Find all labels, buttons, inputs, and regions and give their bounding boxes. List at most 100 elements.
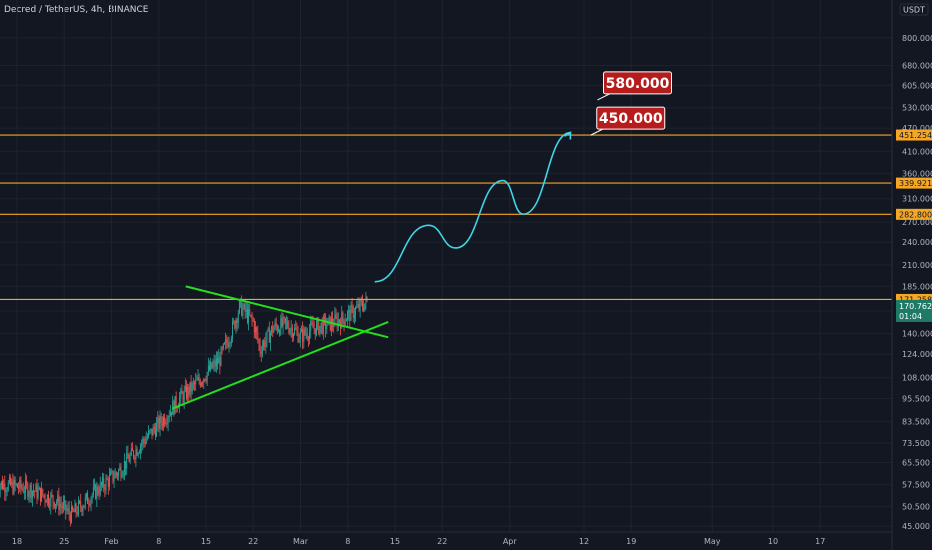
projection-path[interactable] bbox=[374, 131, 572, 283]
time-tick-label: 10 bbox=[768, 537, 778, 546]
candle-body bbox=[289, 329, 291, 333]
candle-body bbox=[321, 322, 323, 334]
candle-body bbox=[186, 385, 187, 399]
horizontal-levels[interactable] bbox=[0, 134, 892, 300]
candle-body bbox=[275, 322, 277, 327]
level-price-tag[interactable] bbox=[896, 208, 932, 220]
candle-body bbox=[310, 322, 312, 331]
candle-body bbox=[283, 317, 285, 319]
candle-body bbox=[143, 438, 145, 442]
candle-body bbox=[160, 416, 162, 423]
candle-body bbox=[265, 340, 267, 348]
price-callouts[interactable]: 450.000 580.000 bbox=[590, 71, 672, 136]
candle-body bbox=[298, 339, 300, 343]
price-tick-label: 95.500 bbox=[902, 395, 930, 404]
time-tick-label: 22 bbox=[248, 537, 258, 546]
candle-body bbox=[268, 328, 270, 343]
candle-body bbox=[97, 486, 99, 494]
candle-body bbox=[221, 348, 223, 350]
candle-body bbox=[194, 382, 195, 385]
candle-body bbox=[188, 386, 190, 395]
candle-body bbox=[31, 491, 33, 499]
time-tick-label: 25 bbox=[59, 537, 69, 546]
countdown-label: 01:04 bbox=[899, 312, 922, 321]
candle-body bbox=[133, 451, 135, 458]
candle-body bbox=[360, 299, 362, 302]
trendline-upper[interactable] bbox=[185, 285, 389, 339]
level-price-tag[interactable] bbox=[896, 129, 932, 141]
callout-box[interactable] bbox=[603, 71, 672, 95]
candle-body bbox=[38, 487, 40, 491]
candle-body bbox=[87, 493, 89, 504]
candle-body bbox=[136, 449, 138, 456]
candle-body bbox=[207, 365, 209, 373]
candle-body bbox=[224, 343, 225, 344]
candle-body bbox=[336, 317, 338, 328]
candle-body bbox=[206, 372, 208, 381]
callout-label[interactable]: 580.000 bbox=[606, 76, 670, 92]
level-price-tag[interactable] bbox=[896, 177, 932, 189]
level-price-tag[interactable] bbox=[896, 293, 932, 305]
candle-body bbox=[27, 484, 29, 497]
candle-body bbox=[353, 315, 355, 318]
candle-body bbox=[125, 461, 126, 469]
candle-body bbox=[210, 362, 212, 371]
candle-body bbox=[46, 494, 48, 503]
candle-body bbox=[236, 319, 238, 324]
candle-body bbox=[152, 426, 154, 436]
candle-body bbox=[363, 307, 365, 311]
time-axis[interactable]: 18 25 Feb 8 15 22 Mar 8 15 22 Apr 12 19 May 10 17 bbox=[0, 531, 892, 546]
candle-body bbox=[362, 301, 363, 308]
candle-body bbox=[123, 461, 125, 473]
candle-body bbox=[191, 382, 193, 392]
price-tick-label: 210.000 bbox=[902, 261, 932, 270]
last-price-tag[interactable] bbox=[896, 299, 932, 322]
candle-body bbox=[259, 343, 261, 353]
candle-body bbox=[8, 477, 10, 483]
candle-body bbox=[270, 332, 271, 343]
candle-body bbox=[187, 386, 189, 399]
candle-body bbox=[229, 343, 231, 344]
candle-body bbox=[313, 328, 315, 329]
price-tick-label: 50.500 bbox=[902, 503, 930, 512]
candle-body bbox=[209, 365, 210, 371]
last-price-label: 170.762 bbox=[899, 302, 932, 311]
candle-body bbox=[305, 333, 307, 335]
candle-body bbox=[128, 458, 130, 462]
price-tick-label: 108.000 bbox=[902, 374, 932, 383]
price-axis[interactable]: 800.000 680.000 605.000 530.000 470.000 410.0… bbox=[891, 0, 932, 550]
candles bbox=[0, 291, 368, 527]
candle-body bbox=[184, 385, 186, 391]
currency-badge[interactable] bbox=[899, 3, 929, 16]
candle-body bbox=[58, 495, 60, 510]
candle-body bbox=[11, 481, 13, 485]
callout-box[interactable] bbox=[596, 106, 666, 130]
time-tick-label: 8 bbox=[345, 537, 350, 546]
candle-body bbox=[350, 305, 352, 321]
candle-body bbox=[345, 319, 347, 322]
candle-body bbox=[293, 334, 294, 338]
candle-body bbox=[349, 309, 351, 321]
candle-body bbox=[212, 364, 214, 369]
candle-body bbox=[130, 448, 132, 455]
candle-body bbox=[255, 327, 256, 333]
candle-body bbox=[256, 327, 258, 333]
candle-body bbox=[127, 453, 129, 459]
candle-body bbox=[120, 467, 122, 478]
triangle-trendlines[interactable] bbox=[171, 285, 389, 410]
callout-label[interactable]: 450.000 bbox=[599, 111, 663, 127]
candle-body bbox=[17, 484, 18, 488]
candle-body bbox=[5, 491, 7, 493]
candle-body bbox=[10, 477, 11, 485]
candle-body bbox=[166, 422, 168, 424]
candle-body bbox=[119, 467, 121, 471]
time-tick-label: 15 bbox=[390, 537, 400, 546]
candle-body bbox=[82, 507, 84, 512]
candle-body bbox=[107, 479, 109, 487]
candle-body bbox=[105, 478, 107, 491]
trendline-lower[interactable] bbox=[171, 321, 389, 410]
price-tick-label: 270.000 bbox=[902, 218, 932, 227]
projection-curve[interactable] bbox=[374, 131, 571, 283]
candle-body bbox=[306, 333, 308, 339]
